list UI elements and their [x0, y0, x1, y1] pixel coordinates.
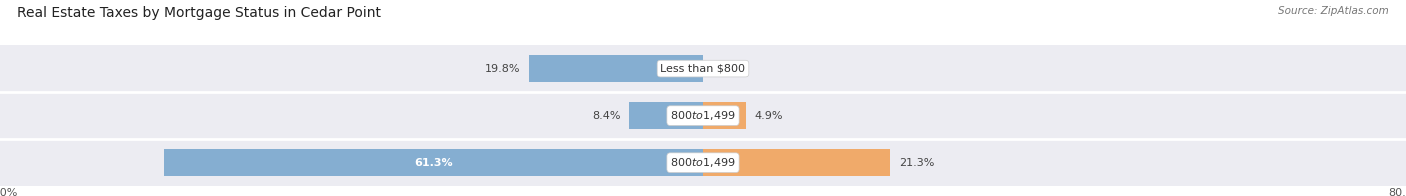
Text: 21.3%: 21.3%: [898, 158, 935, 168]
Bar: [0, 45, 1406, 92]
Text: Less than $800: Less than $800: [661, 64, 745, 74]
Text: Real Estate Taxes by Mortgage Status in Cedar Point: Real Estate Taxes by Mortgage Status in …: [17, 6, 381, 20]
Bar: [0, 92, 1406, 139]
Bar: [165, 149, 703, 176]
Bar: [529, 55, 703, 82]
Bar: [630, 102, 703, 129]
Text: Source: ZipAtlas.com: Source: ZipAtlas.com: [1278, 6, 1389, 16]
Bar: [0, 139, 1406, 186]
Text: 61.3%: 61.3%: [415, 158, 453, 168]
Text: 0.0%: 0.0%: [711, 64, 740, 74]
Bar: [703, 102, 747, 129]
Text: 8.4%: 8.4%: [592, 111, 620, 121]
Text: 19.8%: 19.8%: [485, 64, 520, 74]
Text: 4.9%: 4.9%: [755, 111, 783, 121]
Bar: [703, 149, 890, 176]
Text: $800 to $1,499: $800 to $1,499: [671, 109, 735, 122]
Text: $800 to $1,499: $800 to $1,499: [671, 156, 735, 169]
